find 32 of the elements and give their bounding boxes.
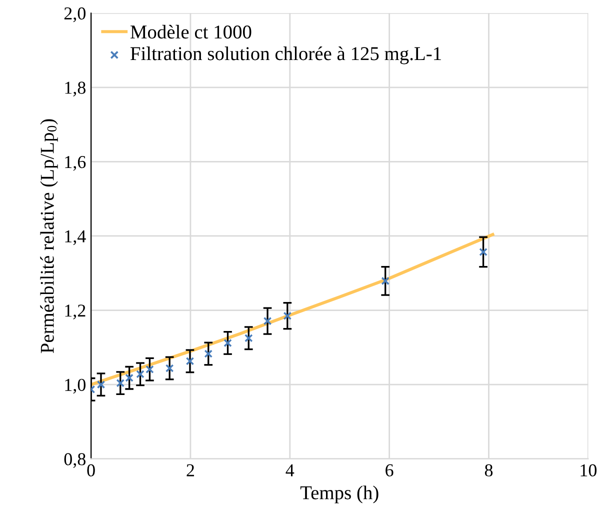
point <box>479 248 488 256</box>
x-tick-label: 0 <box>87 464 95 476</box>
x-tick-label: 2 <box>186 464 194 476</box>
y-tick-label: 1,6 <box>65 156 86 171</box>
point <box>96 380 106 389</box>
y-tick-label: 2,0 <box>64 7 86 22</box>
y-tick-label: 1,2 <box>65 304 86 320</box>
y-tick-label: 1,0 <box>65 378 86 394</box>
point <box>186 357 194 366</box>
y-tick-label: 0,8 <box>64 453 86 468</box>
x-tick-label: 6 <box>386 464 394 476</box>
point <box>204 350 213 358</box>
point <box>116 378 125 388</box>
x-tick-label: 4 <box>286 464 294 476</box>
point <box>146 365 154 374</box>
point <box>165 364 174 372</box>
x-tick-label: 10 <box>580 464 597 476</box>
y-tick-label: 1,8 <box>65 82 86 96</box>
legend-label: Modèle ct 1000 <box>130 24 252 39</box>
point <box>381 276 390 286</box>
x-tick-label: 8 <box>484 464 493 476</box>
point <box>136 370 144 378</box>
y-tick-label: 1,4 <box>65 230 86 246</box>
point <box>244 334 253 342</box>
point <box>125 374 134 382</box>
y-axis-title: Perméabilité relative (Lp/Lp$_{0}$) <box>40 119 58 354</box>
line-series <box>91 232 494 386</box>
legend-label: Filtration solution chlorée à 125 mg.L-1 <box>130 46 441 64</box>
point <box>283 312 292 320</box>
x-axis-title: Temps (h) <box>300 486 378 504</box>
point <box>224 338 232 348</box>
point <box>263 316 272 326</box>
